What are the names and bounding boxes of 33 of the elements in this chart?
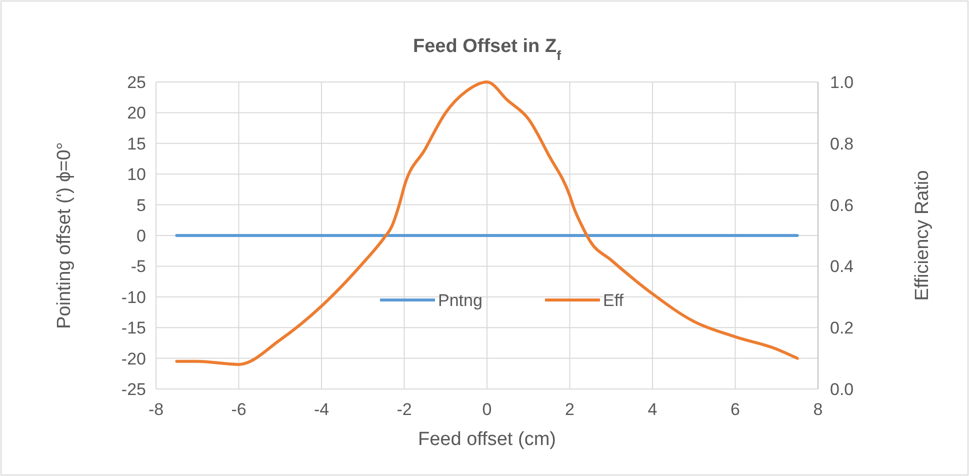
x-axis-title: Feed offset (cm) bbox=[418, 429, 556, 450]
line-series bbox=[175, 80, 799, 366]
y-tick-label: -10 bbox=[121, 288, 146, 307]
x-tick-label: -4 bbox=[314, 400, 330, 419]
legend-label: Eff bbox=[603, 290, 624, 310]
y-tick-label: 25 bbox=[127, 72, 146, 92]
y-tick-label: -25 bbox=[121, 380, 146, 399]
y2-tick-label: 0.8 bbox=[830, 134, 854, 154]
x-tick-label: 4 bbox=[648, 400, 658, 419]
x-tick-label: 8 bbox=[813, 400, 823, 419]
y-axis-title: Pointing offset (') ϕ=0° bbox=[54, 142, 75, 329]
x-tick-label: 2 bbox=[565, 400, 574, 419]
y-tick-label: -5 bbox=[130, 257, 146, 276]
x-tick-label: -6 bbox=[231, 400, 246, 419]
y2-tick-label: 1.0 bbox=[830, 72, 854, 92]
y2-axis-title: Efficiency Ratio bbox=[912, 170, 933, 301]
x-tick-label: -2 bbox=[396, 400, 412, 419]
y-tick-label: 20 bbox=[127, 104, 146, 123]
legend-label: Pntng bbox=[438, 290, 482, 310]
y-tick-label: -20 bbox=[121, 349, 146, 368]
y2-tick-label: 0.4 bbox=[830, 257, 854, 276]
y-tick-label: 15 bbox=[127, 134, 146, 154]
y-tick-label: 5 bbox=[136, 196, 146, 215]
y-tick-label: 10 bbox=[127, 165, 146, 184]
y2-tick-label: 0.2 bbox=[830, 318, 854, 338]
x-tick-label: 6 bbox=[730, 400, 740, 419]
y2-tick-label: 0.6 bbox=[830, 196, 854, 215]
chart-title: Feed Offset in Z$_{f}$ bbox=[412, 36, 562, 62]
y-tick-label: 0 bbox=[136, 226, 146, 246]
x-tick-label: -8 bbox=[148, 400, 164, 419]
x-tick-label: 0 bbox=[482, 400, 492, 419]
y-tick-label: -15 bbox=[121, 318, 146, 338]
y2-tick-label: 0.0 bbox=[830, 380, 854, 399]
